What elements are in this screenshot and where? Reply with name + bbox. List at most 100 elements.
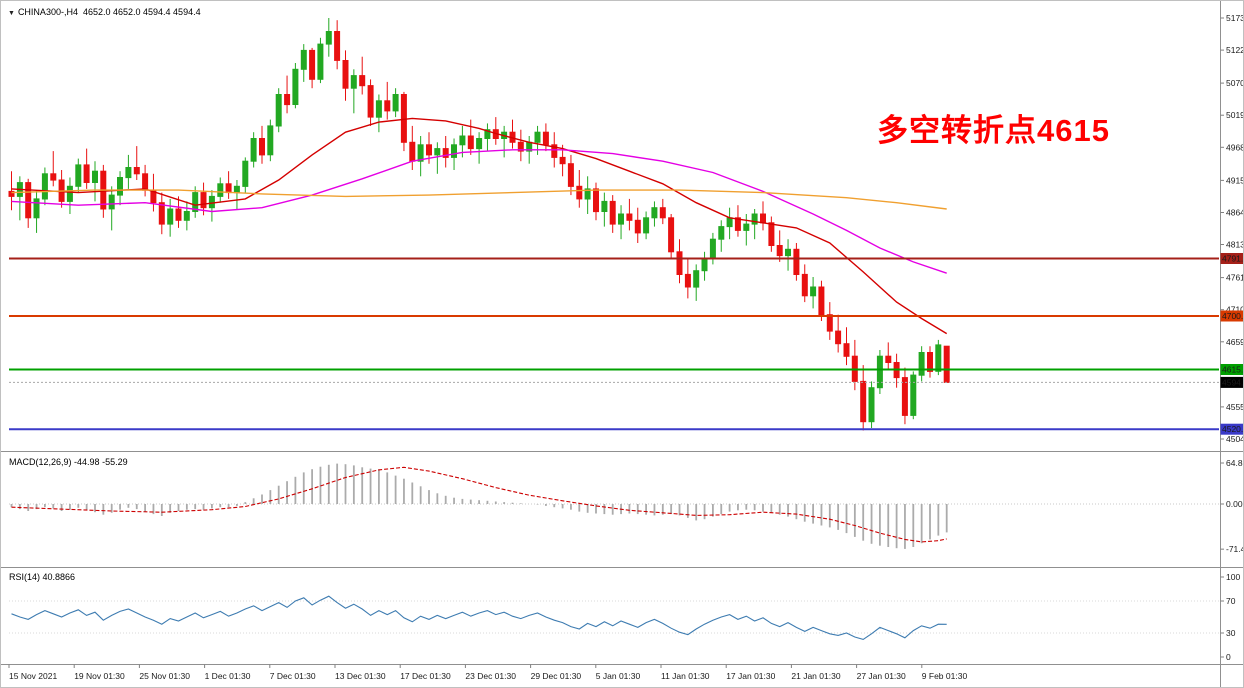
candle — [300, 44, 307, 82]
candle — [142, 164, 149, 197]
candle — [183, 201, 190, 231]
candle — [117, 171, 123, 206]
time-tick-label: 17 Jan 01:30 — [726, 671, 775, 681]
rsi-line — [11, 595, 947, 640]
price-tick-label: 4968.0 — [1226, 142, 1244, 152]
candle — [16, 176, 23, 221]
price-tick-label: 4813.5 — [1226, 240, 1244, 250]
candle — [760, 201, 766, 231]
candle — [217, 177, 224, 203]
candle — [751, 209, 758, 240]
candle — [367, 79, 374, 126]
candle — [167, 198, 174, 237]
rsi-indicator-value: 40.8866 — [42, 572, 76, 582]
time-tick-label: 1 Dec 01:30 — [205, 671, 251, 681]
candle — [793, 243, 800, 281]
rsi-panel-label: RSI(14) 40.8866 — [9, 572, 75, 582]
candle — [275, 88, 282, 133]
price-tick-label: 5070.0 — [1226, 78, 1244, 88]
candle — [776, 230, 783, 262]
candle — [41, 167, 48, 206]
price-tag-text: 4594.4 — [1222, 377, 1244, 387]
candle — [66, 177, 73, 214]
macd-signal-line — [11, 466, 947, 543]
candle — [434, 142, 441, 174]
macd-indicator-name: MACD(12,26,9) — [9, 457, 72, 467]
candle — [25, 178, 32, 228]
price-tag-4594.4 — [1220, 376, 1243, 388]
macd-indicator-values: -44.98 -55.29 — [74, 457, 128, 467]
candle — [75, 158, 82, 193]
price-tag-text: 4615.0 — [1222, 365, 1244, 375]
candle — [542, 123, 549, 152]
candle — [492, 117, 499, 145]
candle — [709, 232, 716, 265]
candle — [158, 192, 165, 235]
macd-histogram — [10, 463, 948, 549]
price-tick-label: 5019.0 — [1226, 110, 1244, 120]
price-tag-4615.0 — [1220, 364, 1243, 375]
macd-tick-label: 0.00 — [1226, 499, 1243, 509]
macd-tick-label: 64.86 — [1226, 458, 1244, 468]
candle — [910, 371, 917, 420]
price-tick-label: 4915.5 — [1226, 175, 1244, 185]
candle — [634, 207, 641, 243]
time-scale[interactable]: 15 Nov 2021 19 Nov 01:30 25 Nov 01:30 1 Dec… — [8, 664, 967, 682]
candle — [225, 171, 232, 199]
candle — [927, 346, 933, 378]
time-tick-label: 17 Dec 01:30 — [400, 671, 451, 681]
candle — [534, 125, 541, 155]
candle — [584, 176, 591, 214]
time-tick-label: 11 Jan 01:30 — [661, 671, 710, 681]
candle — [876, 350, 883, 394]
macd-panel-label: MACD(12,26,9) -44.98 -55.29 — [9, 457, 128, 467]
candle — [359, 56, 366, 95]
price-tag-4520.0 — [1220, 423, 1243, 435]
candle — [676, 239, 683, 284]
candle — [267, 119, 274, 162]
candle — [918, 346, 925, 382]
price-scale[interactable]: 5173.5 5122.5 5070.0 5019.0 4968.0 4915.5 4864… — [1220, 13, 1244, 662]
candle — [292, 63, 299, 109]
price-tick-label: 4710.0 — [1226, 305, 1244, 315]
candle — [350, 69, 357, 114]
time-tick-label: 5 Jan 01:30 — [596, 671, 641, 681]
price-tick-label: 4555.5 — [1226, 402, 1244, 412]
ma-fast-red-line — [11, 117, 948, 335]
time-tick-label: 25 Nov 01:30 — [139, 671, 190, 681]
candle — [384, 81, 391, 120]
candle — [334, 20, 341, 70]
symbol-period-label: CHINA300-,H4 — [17, 7, 78, 17]
candle — [501, 125, 508, 158]
chart-ohlc-readout: ▼ CHINA300-,H4 4652.0 4652.0 4594.4 4594.4 — [8, 7, 201, 17]
time-tick-label: 23 Dec 01:30 — [465, 671, 516, 681]
candle — [885, 342, 892, 369]
candle — [818, 280, 825, 321]
ohlc-values: 4652.0 4652.0 4594.4 4594.4 — [82, 7, 201, 17]
candle — [743, 214, 750, 246]
candle — [259, 125, 265, 164]
candle — [250, 132, 257, 168]
candle — [810, 277, 817, 309]
candle — [242, 157, 249, 193]
candle — [325, 18, 332, 57]
ma-slow-orange-line — [11, 189, 947, 210]
time-tick-label: 21 Jan 01:30 — [791, 671, 840, 681]
candle — [175, 196, 182, 228]
candle — [233, 180, 240, 209]
candle — [843, 327, 850, 366]
candle — [476, 132, 483, 164]
candle — [108, 186, 115, 231]
candle — [718, 220, 725, 252]
annotation-text[interactable]: 多空转折点4615 — [877, 113, 1110, 148]
price-tick-label: 4761.0 — [1226, 273, 1244, 283]
symbol-dropdown-icon[interactable]: ▼ — [8, 10, 15, 17]
candle — [284, 75, 291, 114]
candle — [901, 367, 908, 425]
rsi-tick-label: 70 — [1226, 596, 1236, 606]
candle — [576, 170, 583, 208]
candle — [609, 195, 616, 233]
candle — [317, 37, 324, 84]
